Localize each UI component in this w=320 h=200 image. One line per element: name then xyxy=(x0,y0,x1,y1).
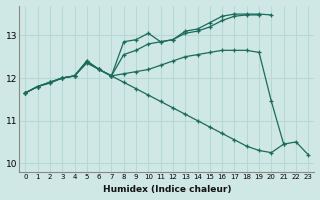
X-axis label: Humidex (Indice chaleur): Humidex (Indice chaleur) xyxy=(102,185,231,194)
